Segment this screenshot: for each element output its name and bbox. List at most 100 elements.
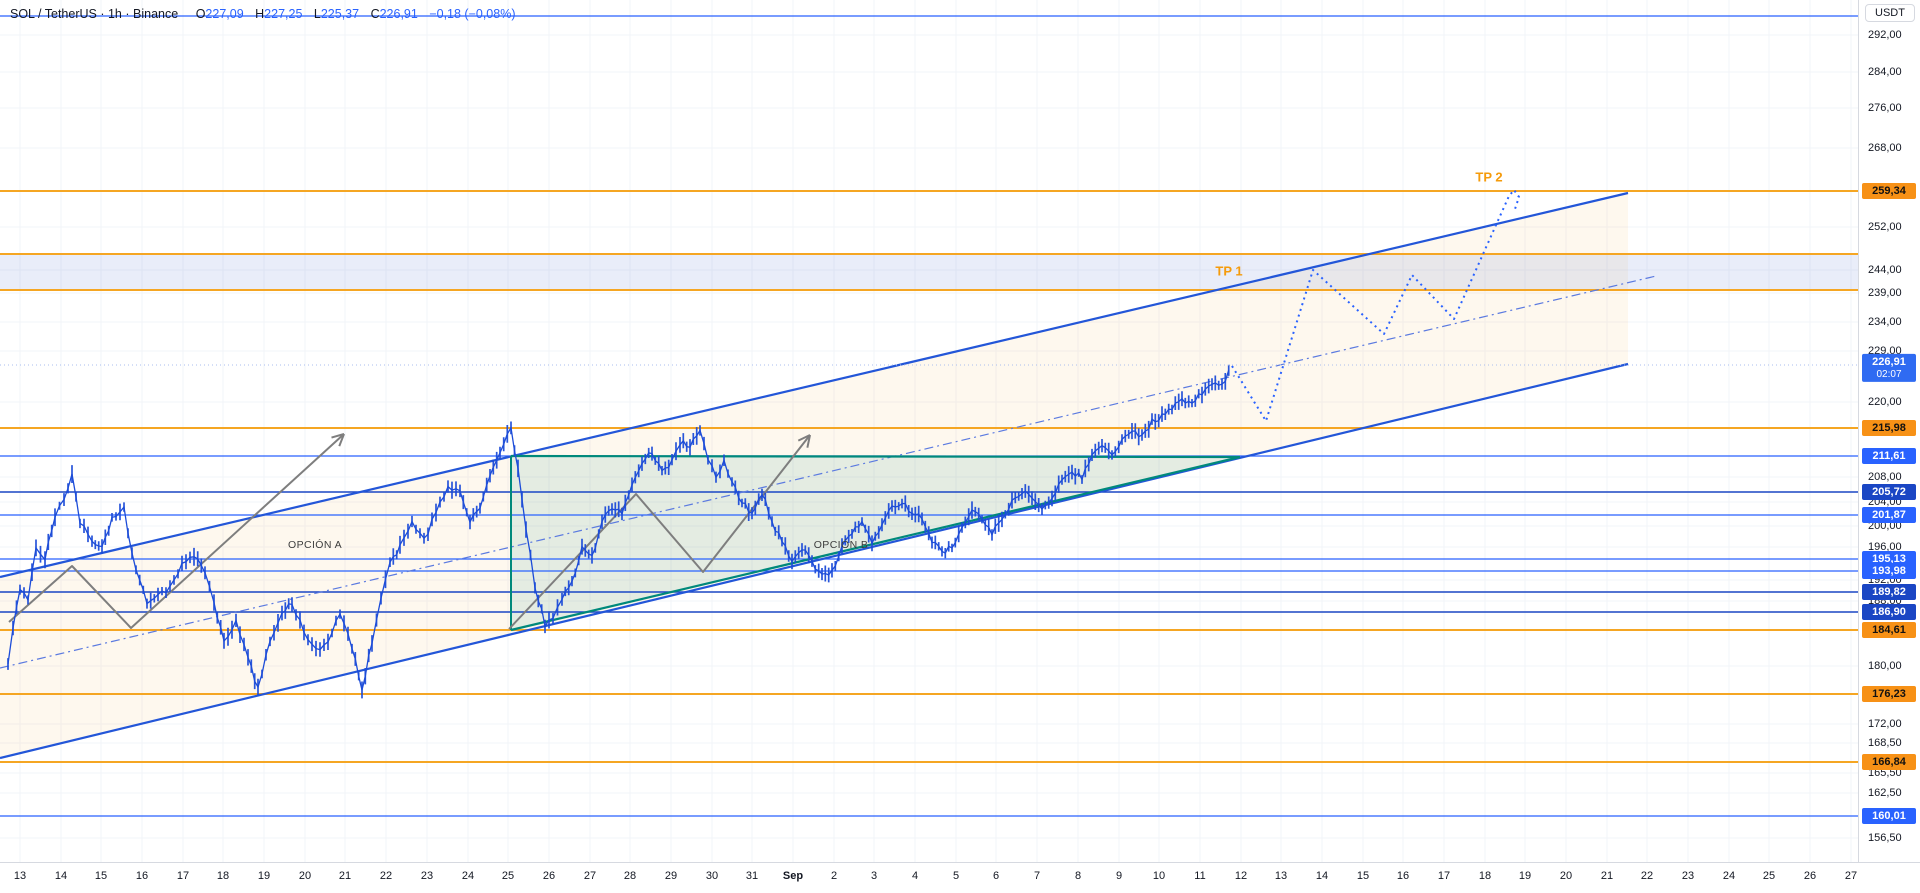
channel-lower-line[interactable]: [0, 362, 1629, 760]
price-tick-label: 200,00: [1868, 520, 1902, 532]
time-tick-label: 4: [911, 870, 919, 882]
time-tick-label: 23: [1681, 870, 1695, 882]
time-tick-label: 13: [13, 870, 27, 882]
time-tick-label: 3: [870, 870, 878, 882]
time-tick-label: 24: [1722, 870, 1736, 882]
change-value: −0,18 (−0,08%): [429, 7, 516, 21]
time-tick-label: 25: [501, 870, 515, 882]
time-tick-label: 22: [379, 870, 393, 882]
price-polyline: [7, 370, 1230, 691]
price-tick-label: 208,00: [1868, 471, 1902, 483]
open-value: 227,09: [205, 7, 244, 21]
chart-canvas[interactable]: [0, 0, 1858, 862]
close-value: 226,91: [379, 7, 418, 21]
price-tick-label: 156,50: [1868, 832, 1902, 844]
price-tick-label: 244,00: [1868, 264, 1902, 276]
time-tick-label: 14: [1315, 870, 1329, 882]
price-level-badge: 189,82: [1862, 584, 1916, 600]
price-level-badge: 193,98: [1862, 563, 1916, 579]
time-tick-label: 2: [830, 870, 838, 882]
close-label: C: [370, 7, 380, 21]
time-tick-label: 10: [1152, 870, 1166, 882]
time-tick-label: 22: [1640, 870, 1654, 882]
price-tick-label: 180,00: [1868, 660, 1902, 672]
time-tick-label: 18: [216, 870, 230, 882]
time-tick-label: 27: [583, 870, 597, 882]
price-tick-label: 220,00: [1868, 396, 1902, 408]
time-tick-label: 16: [1396, 870, 1410, 882]
price-level-badge: 166,84: [1862, 754, 1916, 770]
time-tick-label: 19: [257, 870, 271, 882]
price-tick-label: 284,00: [1868, 66, 1902, 78]
triangle-hypotenuse[interactable]: [510, 455, 1241, 632]
high-value: 227,25: [264, 7, 303, 21]
time-tick-label: 28: [623, 870, 637, 882]
price-tick-label: 268,00: [1868, 142, 1902, 154]
grey-arrowhead-1[interactable]: [331, 433, 345, 439]
price-level-badge: 160,01: [1862, 808, 1916, 824]
time-tick-label: 21: [338, 870, 352, 882]
time-tick-label: 19: [1518, 870, 1532, 882]
channel-upper-line[interactable]: [0, 191, 1629, 579]
price-level-badge: 176,23: [1862, 686, 1916, 702]
symbol-legend: SOL / TetherUS · 1h · Binance O227,09 H2…: [10, 7, 515, 21]
time-tick-label: 18: [1478, 870, 1492, 882]
time-tick-label: 25: [1762, 870, 1776, 882]
opcion-a-label[interactable]: OPCIÓN A: [288, 539, 342, 551]
time-tick-label: 23: [420, 870, 434, 882]
time-tick-label: 13: [1274, 870, 1288, 882]
time-tick-label: 20: [298, 870, 312, 882]
price-level-badge: 215,98: [1862, 420, 1916, 436]
time-tick-label: 15: [94, 870, 108, 882]
channel-midline[interactable]: [0, 275, 1657, 669]
grey-zigzag-arrow-1[interactable]: [8, 433, 345, 629]
chart-background: [0, 0, 1858, 862]
symbol-title[interactable]: SOL / TetherUS · 1h · Binance: [10, 7, 179, 21]
opcion-b-label[interactable]: OPCIÓN B: [813, 539, 869, 551]
time-tick-label: 24: [461, 870, 475, 882]
time-tick-label: 17: [1437, 870, 1451, 882]
time-tick-label: 21: [1600, 870, 1614, 882]
tp1-zone-fill: [0, 254, 1858, 290]
time-tick-label: 9: [1115, 870, 1123, 882]
price-level-badge: 205,72: [1862, 484, 1916, 500]
low-label: L: [313, 7, 321, 21]
high-label: H: [255, 7, 265, 21]
tp1-label[interactable]: TP 1: [1215, 263, 1243, 279]
price-level-badge: 259,34: [1862, 183, 1916, 199]
price-tick-label: 276,00: [1868, 102, 1902, 114]
time-tick-label: 8: [1074, 870, 1082, 882]
grey-arrowhead-2[interactable]: [797, 434, 811, 442]
price-tick-label: 252,00: [1868, 221, 1902, 233]
time-tick-label: 31: [745, 870, 759, 882]
currency-toggle-button[interactable]: USDT: [1865, 4, 1915, 22]
time-tick-label: 17: [176, 870, 190, 882]
price-level-badge: 211,61: [1862, 448, 1916, 464]
time-tick-label: 6: [992, 870, 1000, 882]
time-tick-label: 30: [705, 870, 719, 882]
price-tick-label: 168,50: [1868, 737, 1902, 749]
projection-path[interactable]: [1231, 189, 1520, 422]
time-tick-label: 12: [1234, 870, 1248, 882]
bar-countdown: 02:07: [1876, 368, 1902, 380]
price-tick-label: 234,00: [1868, 316, 1902, 328]
grey-arrowhead-1[interactable]: [338, 433, 345, 447]
tp2-label[interactable]: TP 2: [1475, 169, 1503, 185]
price-tick-label: 172,00: [1868, 718, 1902, 730]
time-tick-label: 26: [542, 870, 556, 882]
last-price-value: 226,91: [1872, 355, 1906, 368]
price-level-badge: 186,90: [1862, 604, 1916, 620]
time-tick-label: 14: [54, 870, 68, 882]
price-tick-label: 165,50: [1868, 767, 1902, 779]
price-axis[interactable]: USDT 292,00 284,00 276,00 268,00 252,00 244,0…: [1858, 0, 1920, 862]
price-tick-label: 162,50: [1868, 787, 1902, 799]
time-tick-label: Sep: [782, 870, 804, 882]
time-tick-label: 16: [135, 870, 149, 882]
triangle-top-line[interactable]: [510, 454, 1241, 459]
time-axis[interactable]: 13 14 15 16 17 18 19 20 21 22 23 24 25 26 27 28 29 30 31 Se…: [0, 862, 1920, 893]
grey-arrowhead-2[interactable]: [806, 434, 811, 448]
time-tick-label: 5: [952, 870, 960, 882]
price-tick-label: 292,00: [1868, 29, 1902, 41]
low-value: 225,37: [320, 7, 360, 21]
